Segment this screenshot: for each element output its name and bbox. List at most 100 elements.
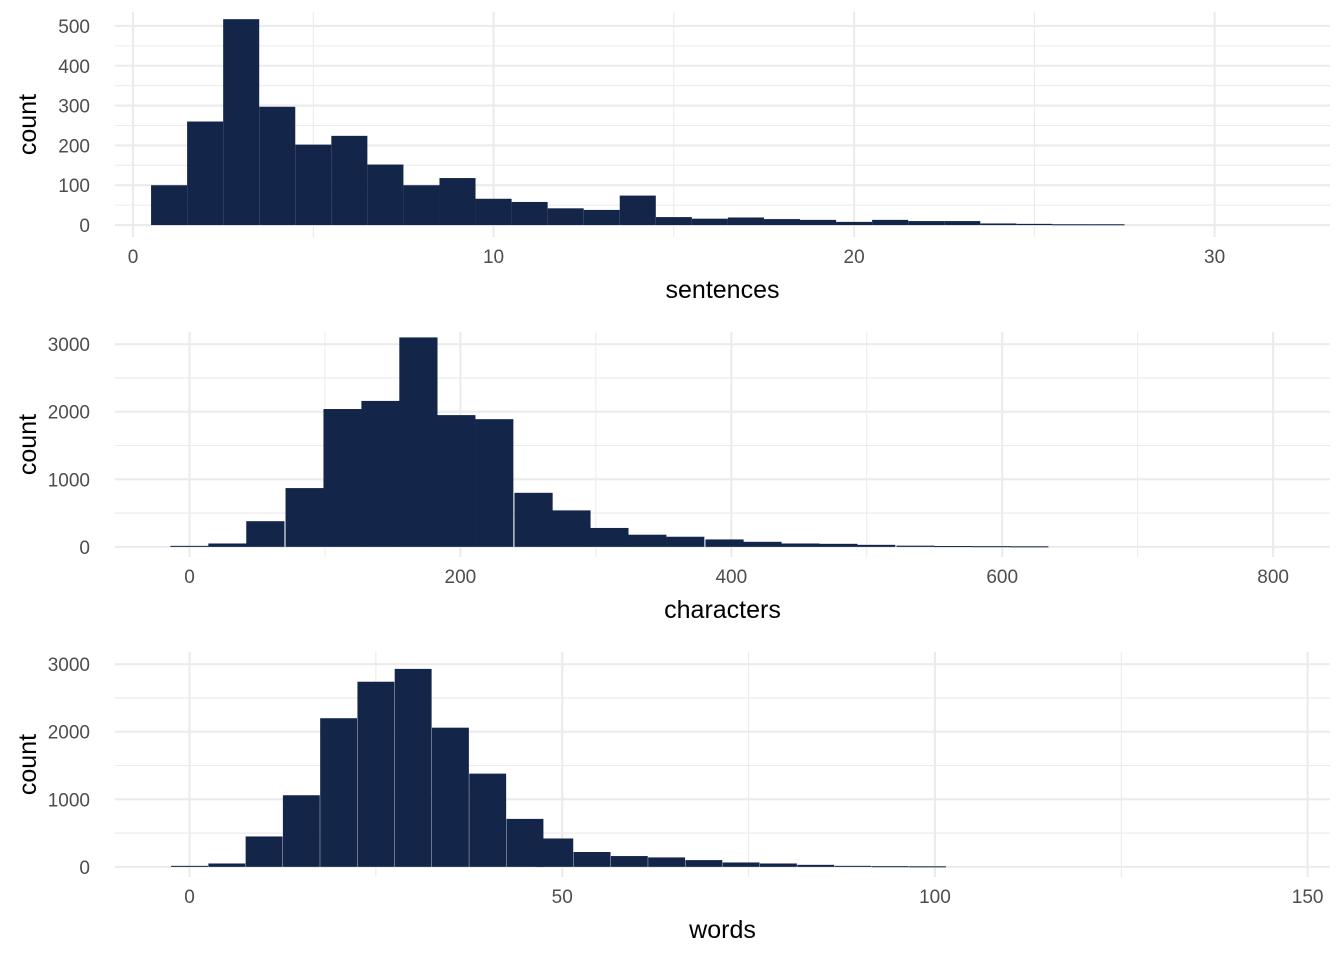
x-tick-label: 50 bbox=[552, 887, 573, 908]
y-tick-label: 400 bbox=[58, 57, 90, 78]
x-tick-label: 150 bbox=[1292, 887, 1324, 908]
histogram-bar bbox=[361, 400, 400, 547]
panel-characters: 0 1000 2000 3000 0 200 400 600 800 characters coun… bbox=[14, 332, 1330, 624]
histogram-bar bbox=[691, 218, 728, 226]
histogram-bar bbox=[1052, 224, 1089, 226]
histogram-bar bbox=[872, 219, 909, 226]
histogram-bar bbox=[439, 178, 476, 226]
y-axis-title: count bbox=[14, 734, 42, 795]
histogram-bar bbox=[511, 201, 548, 226]
histogram-bar bbox=[151, 185, 188, 226]
histogram-bar bbox=[722, 862, 760, 867]
panel-words: 0 1000 2000 3000 0 50 100 150 words count bbox=[14, 652, 1330, 944]
histogram-bar bbox=[648, 857, 686, 867]
y-axis-title: count bbox=[14, 414, 42, 475]
y-tick-label: 300 bbox=[58, 97, 90, 118]
histogram-bar bbox=[781, 543, 820, 547]
histogram-bar bbox=[246, 521, 285, 547]
histogram-bar bbox=[836, 221, 873, 226]
histogram-bar bbox=[320, 718, 358, 867]
histogram-bar bbox=[547, 208, 584, 226]
histogram-bar bbox=[797, 864, 835, 867]
histogram-bar bbox=[685, 860, 723, 867]
histogram-bar bbox=[285, 488, 324, 547]
histogram-bar bbox=[170, 545, 209, 547]
histogram-bar bbox=[331, 135, 368, 226]
x-tick-label: 30 bbox=[1204, 247, 1225, 268]
histogram-bar bbox=[357, 681, 395, 867]
histogram-bar bbox=[972, 546, 1011, 548]
x-tick-label: 0 bbox=[128, 247, 139, 268]
y-axis-title: count bbox=[14, 94, 42, 155]
histogram-bar bbox=[282, 795, 320, 867]
histogram-bar bbox=[763, 219, 801, 226]
histogram-bar bbox=[403, 185, 440, 226]
histogram-bar bbox=[431, 727, 469, 867]
histogram-bar bbox=[819, 543, 858, 547]
histogram-bar bbox=[295, 144, 332, 226]
histogram-bar bbox=[208, 543, 247, 547]
x-axis-title: words bbox=[688, 916, 756, 944]
x-tick-label: 0 bbox=[184, 887, 195, 908]
histogram-bar bbox=[619, 195, 656, 226]
histogram-bar bbox=[727, 217, 764, 226]
histogram-bar bbox=[245, 836, 283, 867]
histogram-bar bbox=[259, 106, 296, 226]
x-tick-label: 800 bbox=[1257, 567, 1289, 588]
y-tick-label: 1000 bbox=[48, 470, 90, 491]
histogram-bar bbox=[666, 536, 705, 547]
histogram-bar bbox=[896, 545, 935, 547]
histogram-bar bbox=[909, 866, 946, 868]
histogram-bar bbox=[944, 221, 981, 226]
x-tick-label: 20 bbox=[844, 247, 865, 268]
histogram-bar bbox=[583, 209, 620, 226]
x-tick-label: 100 bbox=[919, 887, 951, 908]
y-tick-label: 200 bbox=[58, 136, 90, 157]
histogram-bar bbox=[610, 856, 648, 867]
histogram-bar bbox=[590, 527, 629, 547]
histogram-bar bbox=[208, 863, 246, 867]
y-tick-label: 2000 bbox=[48, 403, 90, 424]
histogram-bar bbox=[437, 415, 476, 547]
y-tick-label: 0 bbox=[79, 538, 90, 559]
x-tick-label: 200 bbox=[445, 567, 477, 588]
histogram-bar bbox=[908, 221, 945, 226]
histogram-bar bbox=[514, 492, 553, 547]
histogram-bar bbox=[323, 409, 362, 547]
histogram-bar bbox=[934, 546, 973, 548]
y-tick-label: 2000 bbox=[48, 723, 90, 744]
y-tick-label: 100 bbox=[58, 176, 90, 197]
y-tick-label: 3000 bbox=[48, 335, 90, 356]
histogram-bar bbox=[394, 668, 432, 867]
histogram-bar bbox=[187, 121, 224, 226]
x-tick-label: 0 bbox=[184, 567, 195, 588]
histogram-bar bbox=[1010, 546, 1049, 548]
panel-sentences: 0 100 200 300 400 500 0 10 20 30 sentences count bbox=[14, 12, 1330, 304]
x-tick-label: 600 bbox=[986, 567, 1018, 588]
x-axis-title: characters bbox=[664, 596, 781, 624]
y-tick-label: 3000 bbox=[48, 655, 90, 676]
histogram-bar bbox=[871, 866, 909, 868]
histogram-bar bbox=[857, 544, 896, 547]
x-axis-title: sentences bbox=[666, 276, 780, 304]
histogram-bar bbox=[223, 19, 260, 226]
histogram-bar bbox=[834, 865, 872, 867]
histogram-bar bbox=[399, 337, 438, 547]
histogram-bar bbox=[552, 510, 591, 547]
histogram-bar bbox=[1016, 223, 1053, 226]
histogram-bar bbox=[743, 541, 782, 547]
histogram-bar bbox=[367, 164, 404, 226]
histogram-bar bbox=[573, 852, 611, 867]
histogram-bar bbox=[536, 838, 574, 867]
y-tick-label: 0 bbox=[79, 216, 90, 237]
histogram-bar bbox=[469, 773, 507, 867]
histogram-bar bbox=[655, 217, 692, 226]
histogram-bar bbox=[171, 865, 208, 867]
y-tick-label: 1000 bbox=[48, 790, 90, 811]
x-tick-label: 10 bbox=[483, 247, 504, 268]
histogram-bar bbox=[628, 534, 667, 547]
histogram-bar bbox=[759, 863, 797, 867]
histogram-bar bbox=[1088, 224, 1125, 226]
histogram-bar bbox=[980, 223, 1017, 226]
